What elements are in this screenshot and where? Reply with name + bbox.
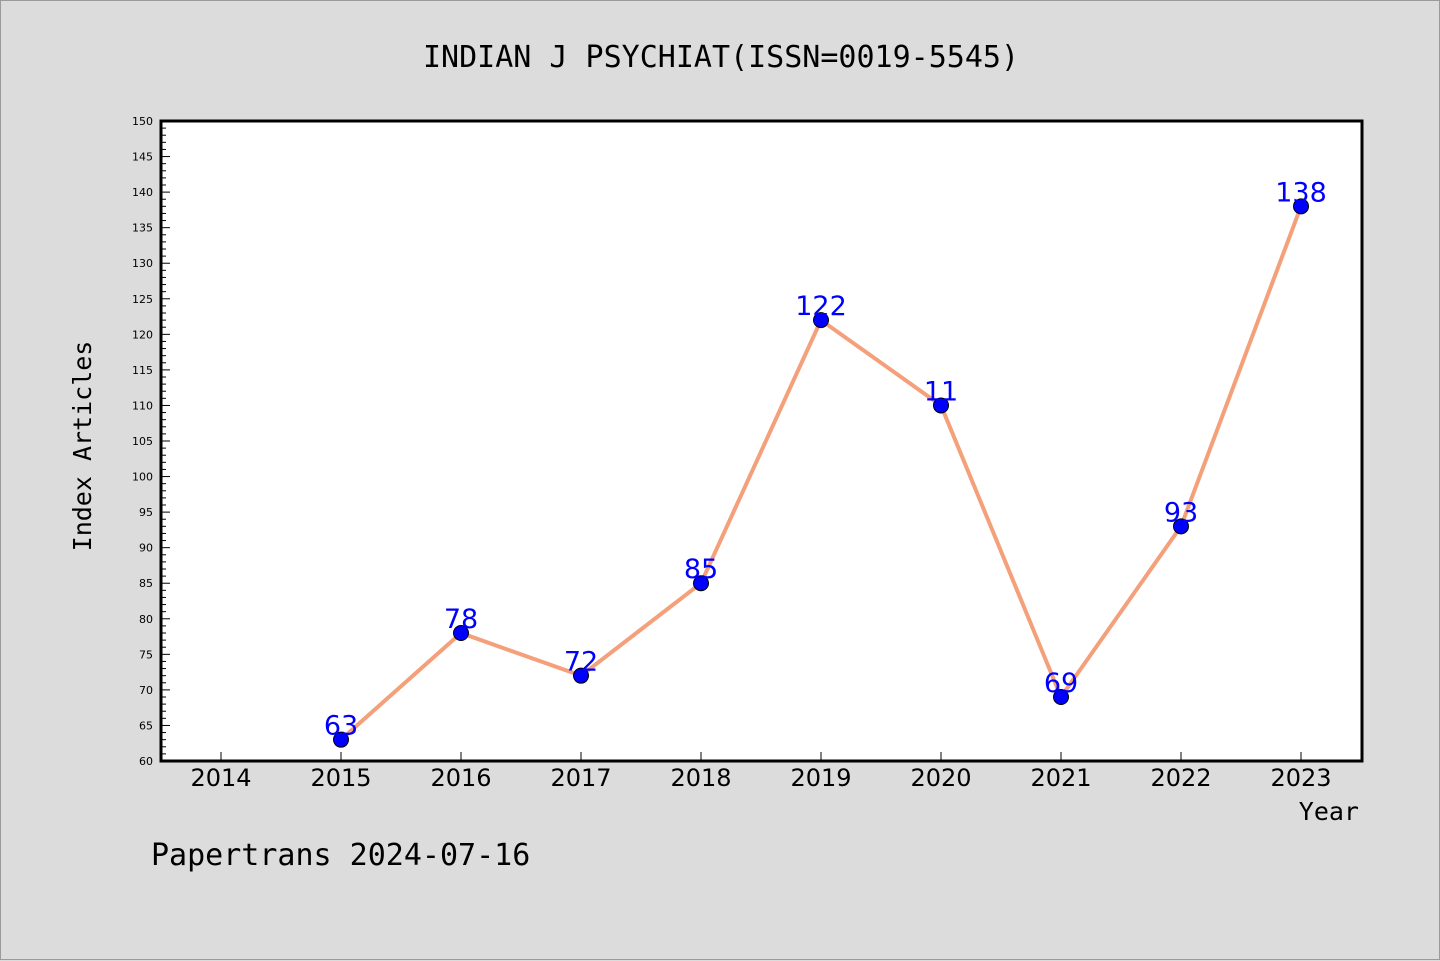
y-tick-label: 100 xyxy=(132,471,153,484)
data-label: 93 xyxy=(1164,497,1198,528)
data-label: 85 xyxy=(684,554,718,585)
y-tick-label: 60 xyxy=(139,755,153,768)
x-tick-label: 2016 xyxy=(430,764,491,792)
data-label: 78 xyxy=(444,604,478,635)
x-tick-label: 2020 xyxy=(910,764,971,792)
y-tick-label: 115 xyxy=(132,364,153,377)
data-point xyxy=(933,397,949,414)
y-tick-label: 140 xyxy=(132,186,153,199)
x-tick-label: 2023 xyxy=(1270,764,1331,792)
data-labels: 63 78 72 85 122 11 69 93 138 xyxy=(324,177,1327,741)
y-tick-label: 145 xyxy=(132,151,153,164)
x-tick-label: 2022 xyxy=(1150,764,1211,792)
y-tick-label: 150 xyxy=(132,115,153,128)
data-point xyxy=(333,731,349,748)
data-label: 72 xyxy=(564,647,598,678)
chart-title: INDIAN J PSYCHIAT(ISSN=0019-5545) xyxy=(423,40,1019,75)
y-tick-label: 125 xyxy=(132,293,153,306)
data-point xyxy=(1173,518,1189,535)
y-tick-label: 105 xyxy=(132,435,153,448)
x-tick-label: 2014 xyxy=(190,764,251,792)
data-point xyxy=(813,312,829,329)
data-point xyxy=(693,575,709,592)
x-tick-label: 2021 xyxy=(1030,764,1091,792)
data-label: 11 xyxy=(924,376,958,407)
footer-text: Papertrans 2024-07-16 xyxy=(151,838,530,873)
x-tick-label: 2015 xyxy=(310,764,371,792)
x-axis: 2014 2015 2016 2017 2018 2019 2020 2021 2022 2023 xyxy=(190,752,1332,792)
data-point xyxy=(453,625,469,641)
x-tick-label: 2019 xyxy=(790,764,851,792)
data-label: 138 xyxy=(1275,177,1327,208)
data-point xyxy=(573,667,589,684)
x-tick-label: 2017 xyxy=(550,764,611,792)
data-point xyxy=(1053,689,1069,705)
data-label: 63 xyxy=(324,711,358,742)
x-tick-label: 2018 xyxy=(670,764,731,792)
plot-area xyxy=(159,119,1364,763)
y-tick-label: 65 xyxy=(139,719,153,732)
y-axis-label: Index Articles xyxy=(68,341,97,552)
data-label: 122 xyxy=(795,291,847,322)
y-axis: 60 65 70 75 80 85 90 95 100 105 110 115 120 125 130 135… xyxy=(132,115,170,768)
y-tick-label: 110 xyxy=(132,399,153,412)
y-tick-label: 135 xyxy=(132,222,153,235)
data-markers xyxy=(333,198,1309,748)
y-tick-label: 70 xyxy=(139,684,153,697)
y-tick-label: 90 xyxy=(139,542,153,555)
x-axis-label: Year xyxy=(1299,797,1359,826)
y-tick-label: 80 xyxy=(139,613,153,626)
y-tick-label: 75 xyxy=(139,648,153,661)
data-point xyxy=(1293,198,1309,215)
y-tick-label: 85 xyxy=(139,577,153,590)
data-label: 69 xyxy=(1044,668,1078,699)
y-tick-label: 130 xyxy=(132,257,153,270)
y-tick-label: 95 xyxy=(139,506,153,519)
y-tick-label: 120 xyxy=(132,328,153,341)
